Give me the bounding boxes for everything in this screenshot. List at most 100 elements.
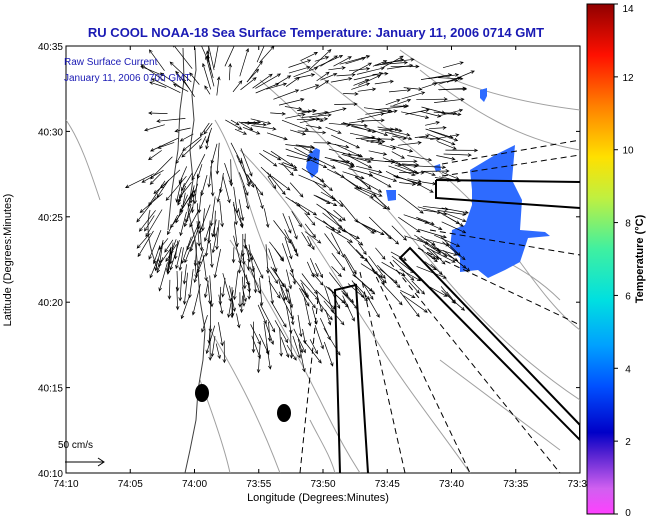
current-vector: [309, 339, 318, 355]
current-vector: [225, 119, 243, 130]
y-tick-label: 40:30: [38, 127, 63, 138]
current-vector: [288, 215, 298, 240]
current-vector: [309, 258, 319, 278]
current-vector: [165, 175, 187, 201]
current-vector: [259, 152, 278, 167]
current-vector: [423, 209, 442, 215]
current-vector: [437, 141, 457, 150]
current-vector: [215, 220, 220, 251]
current-vector: [164, 239, 174, 253]
current-vector: [391, 225, 407, 241]
current-vector: [344, 254, 357, 275]
current-vector: [289, 182, 304, 198]
current-vector: [297, 338, 304, 354]
current-vector: [331, 134, 361, 149]
current-vector: [236, 313, 241, 329]
current-vector: [230, 302, 234, 319]
current-vector: [282, 213, 292, 234]
current-vector: [238, 292, 242, 308]
current-vector: [368, 173, 392, 188]
current-vector: [361, 223, 377, 233]
current-vector: [347, 283, 369, 302]
current-vector: [255, 73, 282, 89]
current-vector: [144, 215, 155, 232]
current-vector: [301, 282, 309, 300]
current-vector: [221, 278, 226, 298]
y-tick-label: 40:15: [38, 384, 63, 395]
current-vector: [398, 216, 421, 233]
current-vector: [136, 196, 157, 223]
sst-patch-small-4: [434, 164, 441, 172]
current-vector: [324, 233, 341, 255]
current-vector: [241, 121, 258, 125]
current-vector: [289, 329, 294, 359]
current-vector: [416, 266, 447, 279]
current-vector: [247, 282, 252, 300]
current-vector: [311, 307, 318, 325]
current-vector: [209, 243, 214, 268]
current-vector: [446, 70, 475, 83]
current-vector: [407, 155, 433, 162]
current-vector: [156, 118, 186, 123]
current-vector: [203, 280, 209, 299]
current-vector: [191, 154, 206, 181]
current-vector: [267, 321, 272, 342]
current-vector: [234, 128, 248, 135]
current-vector: [191, 283, 201, 316]
current-vector: [444, 212, 467, 222]
current-vector: [262, 149, 282, 161]
current-vector: [314, 80, 330, 90]
current-vector: [205, 325, 216, 355]
current-vector: [202, 254, 208, 282]
current-vector: [278, 98, 305, 106]
current-vector: [441, 221, 467, 234]
current-vector: [353, 78, 370, 86]
current-vector: [318, 107, 347, 116]
current-vector: [315, 289, 336, 310]
current-vector: [420, 111, 442, 118]
current-vector: [271, 176, 291, 191]
current-vector: [149, 258, 159, 279]
current-vector: [158, 242, 164, 264]
current-vector: [304, 231, 322, 244]
current-vector: [439, 108, 464, 117]
current-vector: [300, 52, 319, 61]
plot-area: Raw Surface Current January 11, 2006 070…: [58, 45, 581, 474]
current-vector: [388, 88, 412, 93]
current-vector: [265, 244, 270, 275]
current-vector: [342, 153, 362, 158]
current-vector: [218, 322, 224, 347]
current-vector: [211, 227, 219, 254]
current-vector: [430, 263, 443, 276]
current-vector: [207, 160, 213, 188]
current-vector: [400, 272, 420, 294]
current-vector: [443, 153, 472, 157]
current-vector: [232, 80, 243, 93]
current-vector: [368, 171, 398, 182]
current-vector: [153, 183, 166, 195]
current-vector: [382, 157, 403, 167]
colorbar-gradient: [586, 3, 615, 515]
current-vector: [323, 300, 345, 326]
current-vector: [201, 314, 208, 333]
current-vector: [188, 268, 194, 299]
current-vector: [228, 62, 232, 81]
current-vector: [244, 172, 264, 196]
current-vector: [148, 49, 165, 71]
current-vector: [326, 168, 345, 178]
current-vector: [391, 255, 415, 274]
current-vector: [367, 297, 380, 318]
current-vector: [238, 172, 249, 197]
current-vector: [414, 134, 430, 139]
current-vector: [213, 46, 219, 68]
colorbar-ticks: 0 2 4 6 8 10 12 14: [614, 3, 634, 519]
current-vector: [242, 185, 250, 210]
current-vector: [181, 236, 192, 265]
current-vector: [258, 333, 270, 356]
current-vector: [445, 148, 479, 153]
current-vector: [229, 159, 234, 187]
current-vector: [149, 137, 179, 152]
current-vector: [144, 124, 165, 132]
current-vector: [169, 61, 192, 83]
